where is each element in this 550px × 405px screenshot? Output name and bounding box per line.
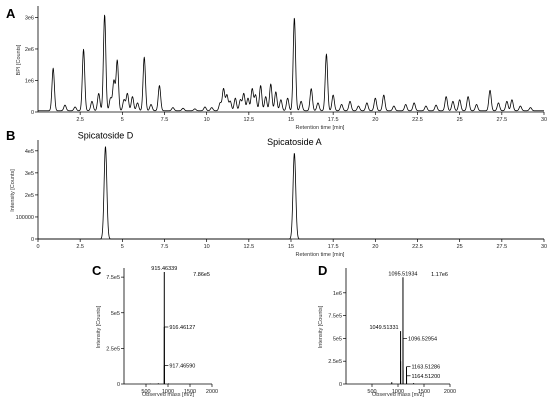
panel-b: B 0 2.5 5 7.5 10 12.5 15 17.5 20 22.5 25 27.5 30 0 1000… (6, 128, 547, 258)
peak-mz-label: 1096.52954 (408, 336, 437, 342)
x-tick-label: 2.5 (76, 244, 84, 250)
max-intensity-label: 1.17e6 (431, 272, 448, 278)
y-tick-label: 2e5 (25, 193, 34, 199)
y-axis-label: Intensity [Counts] (318, 305, 324, 348)
panel-a: A 2.5 5 7.5 10 12.5 15 17.5 20 22.5 25 27.5 30 0 1e6 2e… (6, 6, 547, 131)
x-tick-label: 30 (541, 244, 547, 250)
x-tick-label: 2000 (206, 389, 218, 395)
x-tick-label: 2.5 (76, 117, 84, 123)
x-axis-label: Observed mass [m/z] (142, 392, 194, 398)
panel-letter: B (6, 128, 15, 143)
x-tick-label: 12.5 (243, 244, 254, 250)
y-tick-label: 2.5e5 (106, 346, 120, 352)
y-tick-label: 1e6 (333, 291, 342, 297)
x-tick-label: 20 (372, 117, 378, 123)
x-tick-label: 27.5 (496, 244, 507, 250)
chromatogram-trace (38, 147, 544, 239)
x-tick-label: 15 (288, 244, 294, 250)
peak-mz-label: 1095.51934 (388, 271, 417, 277)
y-tick-label: 0 (339, 382, 342, 388)
x-tick-label: 27.5 (496, 117, 507, 123)
y-tick-label: 0 (31, 110, 34, 116)
y-tick-label: 1e6 (25, 78, 34, 84)
panel-letter: A (6, 6, 16, 21)
y-tick-label: 7.5e5 (106, 275, 120, 281)
y-axis-label: Intensity [Counts] (10, 169, 16, 212)
x-tick-label: 2000 (444, 389, 456, 395)
peak-mz-label: 1164.51200 (412, 374, 441, 380)
peak-mz-label: 1163.51286 (412, 365, 441, 371)
peak-mz-label: 1049.51331 (370, 325, 399, 331)
x-tick-label: 0 (36, 244, 39, 250)
x-tick-label: 7.5 (161, 244, 169, 250)
y-tick-label: 0 (31, 237, 34, 243)
y-axis-label: BPI [Counts] (16, 44, 22, 75)
y-tick-label: 3e5 (25, 171, 34, 177)
peak-mz-label: 917.46590 (169, 363, 195, 369)
peak-mz-label: 916.46127 (169, 325, 195, 331)
panel-letter: C (92, 263, 102, 278)
x-tick-label: 12.5 (243, 117, 254, 123)
x-tick-label: 25 (457, 117, 463, 123)
y-tick-label: 2e6 (25, 47, 34, 53)
x-tick-label: 17.5 (328, 117, 339, 123)
x-axis-label: Retention time [min] (296, 125, 345, 131)
y-tick-label: 5e5 (333, 336, 342, 342)
x-tick-label: 30 (541, 117, 547, 123)
y-tick-label: 5e5 (111, 311, 120, 317)
x-tick-label: 22.5 (412, 244, 423, 250)
y-tick-label: 0 (117, 382, 120, 388)
compound-label: Spicatoside D (78, 130, 134, 140)
compound-label: Spicatoside A (267, 137, 322, 147)
x-tick-label: 17.5 (328, 244, 339, 250)
x-tick-label: 5 (121, 244, 124, 250)
x-tick-label: 10 (204, 244, 210, 250)
x-tick-label: 22.5 (412, 117, 423, 123)
peak-mz-label: 915.46339 (151, 266, 177, 272)
x-tick-label: 20 (372, 244, 378, 250)
y-tick-label: 4e5 (25, 149, 34, 155)
x-tick-label: 5 (121, 117, 124, 123)
panel-letter: D (318, 263, 327, 278)
y-tick-label: 100000 (16, 215, 34, 221)
x-axis-label: Observed mass [m/z] (372, 392, 424, 398)
x-tick-label: 10 (204, 117, 210, 123)
y-tick-label: 7.5e5 (328, 314, 342, 320)
x-tick-label: 25 (457, 244, 463, 250)
chromatogram-trace (38, 15, 544, 111)
y-tick-label: 2.5e5 (328, 359, 342, 365)
x-axis-label: Retention time [min] (296, 252, 345, 258)
max-intensity-label: 7.86e5 (193, 272, 210, 278)
x-tick-label: 7.5 (161, 117, 169, 123)
x-tick-label: 15 (288, 117, 294, 123)
y-axis-label: Intensity [Counts] (96, 305, 102, 348)
y-tick-label: 3e6 (25, 15, 34, 21)
